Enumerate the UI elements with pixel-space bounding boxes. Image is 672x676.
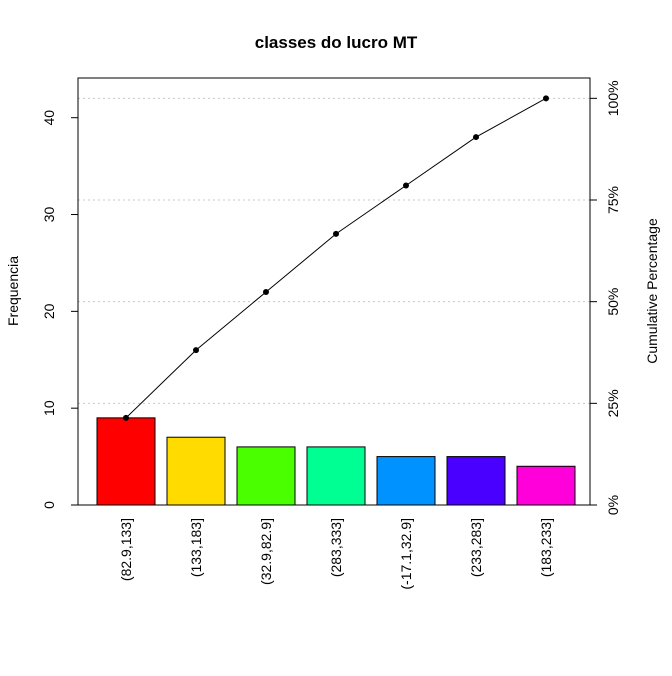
chart-title: classes do lucro MT bbox=[255, 33, 418, 52]
x-tick-label: (-17.1,32.9] bbox=[398, 518, 414, 590]
bar bbox=[236, 446, 296, 506]
y-tick-label: 40 bbox=[41, 110, 57, 126]
y2-tick-label: 75% bbox=[605, 186, 621, 214]
bar bbox=[446, 456, 506, 506]
cumulative-point bbox=[473, 134, 479, 141]
x-tick-label: (183,233] bbox=[538, 518, 554, 577]
x-tick-label: (283,333] bbox=[328, 518, 344, 577]
y-tick-label: 10 bbox=[41, 400, 57, 416]
x-tick-label: (32.9,82.9] bbox=[258, 518, 274, 585]
y2-tick-label: 25% bbox=[605, 389, 621, 417]
bar bbox=[166, 436, 226, 506]
x-tick-label: (233,283] bbox=[468, 518, 484, 577]
cumulative-point bbox=[263, 288, 269, 295]
y-tick-label: 30 bbox=[41, 207, 57, 223]
bar bbox=[306, 446, 366, 506]
cumulative-point bbox=[193, 347, 199, 354]
cumulative-point bbox=[333, 230, 339, 237]
plot-box bbox=[77, 77, 591, 506]
y2-tick-label: 100% bbox=[605, 80, 621, 116]
y2-tick-label: 0% bbox=[605, 495, 621, 515]
y-tick-label: 20 bbox=[41, 303, 57, 319]
y2-tick-label: 50% bbox=[605, 288, 621, 316]
y-tick-label: 0 bbox=[41, 501, 57, 509]
y-axis-title: Frequencia bbox=[5, 256, 21, 326]
cumulative-point bbox=[123, 414, 129, 421]
x-tick-label: (133,183] bbox=[188, 518, 204, 577]
x-tick-label: (82.9,133] bbox=[118, 518, 134, 581]
cumulative-line bbox=[125, 97, 547, 419]
cumulative-point bbox=[403, 182, 409, 189]
y2-axis-title: Cumulative Percentage bbox=[644, 218, 660, 364]
bar bbox=[516, 465, 576, 506]
cumulative-point bbox=[543, 95, 549, 102]
bar bbox=[96, 417, 156, 506]
bar bbox=[376, 456, 436, 506]
